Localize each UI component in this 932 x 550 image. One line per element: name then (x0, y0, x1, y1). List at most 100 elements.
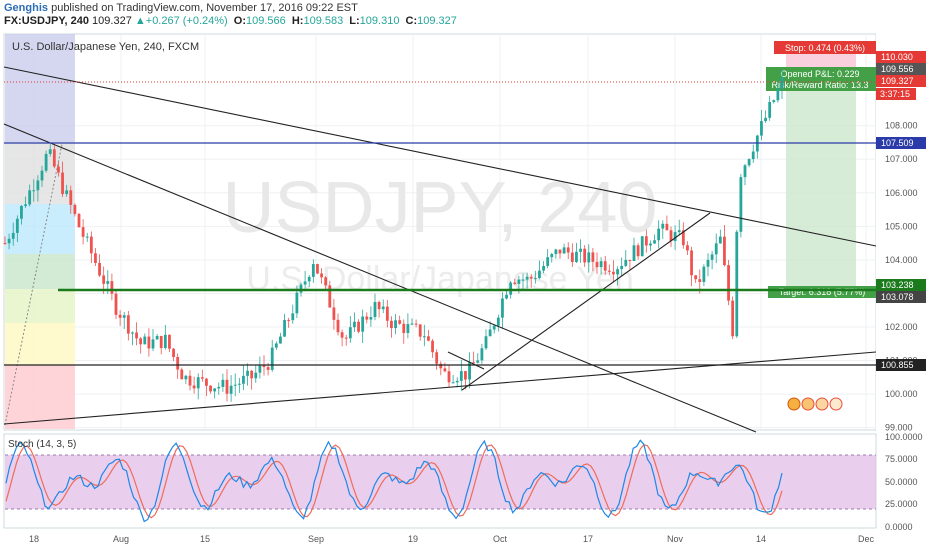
candle-body (780, 77, 784, 89)
candle-body (443, 368, 447, 372)
price-tick-label: 100.000 (885, 389, 918, 399)
candle-body (147, 336, 151, 349)
candle-body (649, 243, 652, 246)
time-tick-label: 18 (29, 534, 39, 544)
candle-body (344, 337, 348, 339)
candle-body (492, 325, 496, 330)
candle-body (283, 319, 286, 337)
candle-body (743, 165, 747, 178)
candle-body (398, 320, 402, 324)
candle-body (110, 281, 114, 294)
trend-line-support (3, 351, 877, 425)
candle-body (760, 121, 763, 136)
price-tag-label: 109.327 (881, 76, 914, 86)
candle-body (390, 320, 393, 329)
candle-body (677, 230, 681, 233)
candle-body (554, 249, 558, 255)
low-value: 109.310 (359, 15, 400, 27)
candle-body (427, 336, 430, 341)
candle-body (163, 334, 167, 348)
candle-body (616, 269, 619, 275)
candle-body (768, 102, 772, 118)
candle-body (15, 218, 19, 233)
candle-body (353, 321, 356, 328)
candle-body (394, 320, 397, 329)
candle-body (640, 236, 644, 257)
candle-body (122, 315, 126, 318)
stoch-band (5, 455, 876, 509)
candle-body (505, 294, 508, 299)
stoch-k-line (5, 439, 783, 523)
candle-body (205, 378, 208, 386)
candle-body (410, 323, 414, 325)
candle-body (681, 230, 685, 246)
candle-body (533, 278, 537, 280)
time-tick-label: Sep (308, 534, 324, 544)
ohlc-header: FX:USDJPY, 240 109.327 ▲+0.267 (+0.24%) … (4, 15, 457, 27)
candle-body (661, 223, 665, 229)
candle-body (747, 159, 751, 166)
close-label: C: (405, 15, 418, 27)
stoch-axis-ticks: 100.0000 75.0000 50.0000 25.0000 0.0000 (885, 432, 923, 532)
position-tool[interactable]: Stop: 0.474 (0.43%) Opened P&L: 0.229 Ri… (766, 41, 876, 298)
open-value: 109.566 (246, 15, 286, 27)
stoch-label: Stoch (14, 3, 5) (8, 439, 76, 450)
candle-body (311, 264, 315, 277)
candle-body (418, 324, 422, 337)
price-tag-label: 100.855 (881, 360, 914, 370)
candle-body (558, 249, 562, 254)
candle-body (361, 316, 365, 332)
candle-body (114, 293, 118, 315)
candle-body (583, 248, 587, 263)
candle-body (509, 282, 513, 295)
candle-body (735, 231, 739, 337)
open-label: O: (233, 15, 247, 27)
candle-body (636, 245, 640, 257)
candle-body (686, 245, 689, 251)
candle-body (143, 336, 147, 345)
time-tick-label: 15 (200, 534, 210, 544)
candle-body (731, 300, 735, 337)
candle-body (270, 347, 274, 370)
fib-zones (4, 34, 75, 429)
candle-body (513, 282, 517, 284)
candle-body (274, 343, 278, 348)
candle-body (48, 149, 52, 154)
time-tick-label: 14 (756, 534, 766, 544)
time-axis[interactable]: 18 Aug 15 Sep 19 Oct 17 Nov 14 Dec (29, 534, 875, 544)
author-link[interactable]: Genghis (4, 2, 49, 14)
candle-body (295, 292, 299, 314)
candle-body (258, 365, 262, 373)
candle-body (155, 335, 159, 340)
candle-body (776, 88, 780, 101)
price-tick-label: 108.000 (885, 121, 918, 131)
candle-body (591, 252, 595, 262)
candle-body (439, 363, 443, 369)
candle-body (620, 265, 624, 270)
candle-body (73, 204, 77, 214)
stoch-tick-label: 25.0000 (885, 499, 918, 509)
price-tick-label: 102.000 (885, 322, 918, 332)
price-tag-box (876, 359, 926, 371)
candle-body (246, 370, 249, 376)
candle-body (221, 379, 225, 387)
candle-body (669, 230, 673, 241)
candle-body (599, 261, 603, 268)
trend-line-wedge (447, 351, 485, 370)
trend-line-rising (461, 212, 711, 391)
stoch-tick-label: 100.0000 (885, 432, 923, 442)
candle-body (287, 319, 291, 321)
stoch-tick-label: 50.0000 (885, 477, 918, 487)
candle-body (566, 247, 570, 253)
candle-body (159, 335, 163, 348)
price-tick-label: 104.000 (885, 255, 918, 265)
candle-body (575, 251, 578, 262)
candle-body (332, 307, 336, 320)
candle-body (11, 232, 15, 239)
candle-body (316, 264, 319, 274)
candle-body (266, 367, 270, 370)
candle-body (570, 252, 574, 262)
candle-body (233, 384, 237, 386)
candle-body (357, 321, 360, 332)
